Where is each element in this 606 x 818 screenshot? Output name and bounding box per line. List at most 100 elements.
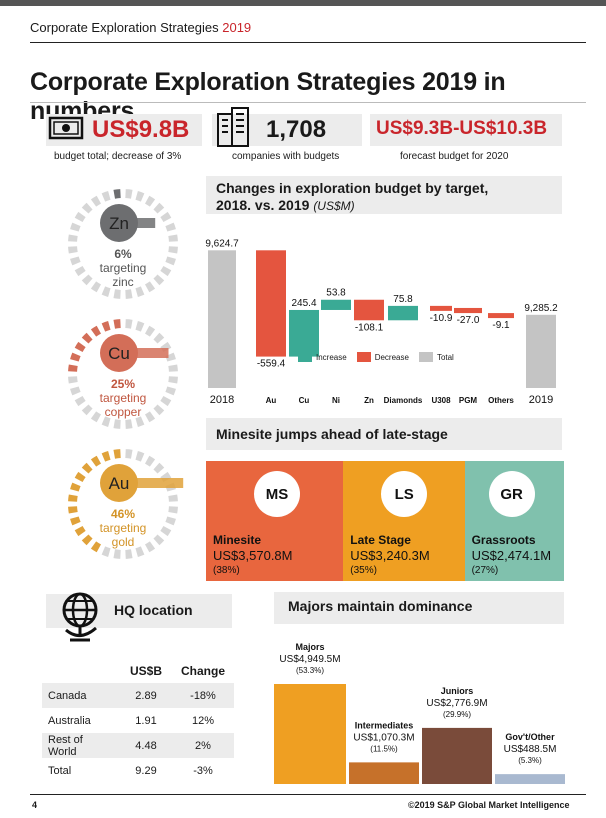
header-title: Corporate Exploration Strategies: [30, 20, 219, 35]
hq-col2-header: Change: [180, 663, 225, 678]
majors-title: Majors maintain dominance: [288, 598, 473, 614]
donut-segment: [165, 256, 176, 266]
element-symbol: Cu: [108, 344, 130, 363]
waterfall-chart: 9,624.7 2018 -559.4 Au 245.4 Cu 53.8 Ni -108.1 Zn…: [204, 222, 566, 410]
waterfall-value-label: -559.4: [257, 359, 286, 370]
donut-segment: [168, 364, 178, 372]
stage-panel-late-stage: LS Late Stage US$3,240.3M (35%): [343, 461, 465, 581]
element-symbol: Au: [109, 474, 130, 493]
donut-segment: [113, 419, 121, 429]
donut-segment: [101, 451, 111, 462]
majors-amount: US$2,776.9M: [426, 698, 487, 709]
donut-segment: [70, 352, 81, 362]
majors-name: Gov't/Other: [505, 732, 555, 742]
donut-segment: [168, 494, 178, 502]
donut-segment: [68, 364, 78, 372]
majors-amount: US$488.5M: [504, 744, 557, 755]
legend-total-label: Total: [436, 352, 454, 362]
hq-change: -3%: [193, 764, 213, 777]
donut-segment: [125, 289, 133, 299]
waterfall-bar-diamonds: [388, 305, 418, 321]
donut-pct: 25%: [111, 377, 135, 391]
waterfall-category-label: Cu: [299, 396, 310, 405]
hq-value: 1.91: [135, 714, 157, 727]
waterfall-bar-u308: [430, 305, 452, 311]
majors-bar-1: [349, 762, 419, 784]
stage-pct: (35%): [350, 565, 377, 576]
majors-pct: (53.3%): [296, 666, 324, 675]
top-bar: [0, 0, 606, 6]
hq-region: Total: [48, 764, 72, 777]
donut-segment: [113, 449, 121, 459]
donut-segment: [90, 455, 101, 467]
majors-bar-2: [422, 727, 492, 784]
stage-title-bar: Minesite jumps ahead of late-stage: [206, 418, 562, 450]
donut-segment: [145, 325, 156, 337]
majors-pct: (5.3%): [518, 756, 542, 765]
stage-panel-grassroots: GR Grassroots US$2,474.1M (27%): [464, 461, 564, 581]
budget-caption: budget total; decrease of 3%: [54, 151, 182, 162]
hq-value: 9.29: [135, 764, 157, 777]
waterfall-value-label: -108.1: [355, 322, 384, 333]
donut-segment: [74, 471, 86, 482]
donut-segment: [153, 332, 165, 344]
header-rule: [30, 42, 586, 43]
stage-name: Grassroots: [471, 533, 536, 547]
waterfall-value-label: 9,624.7: [205, 238, 239, 249]
donut-segment: [68, 246, 78, 254]
donut-segment: [160, 396, 172, 407]
majors-chart: Majors US$4,949.5M (53.3%) Intermediates US$…: [272, 640, 568, 786]
waterfall-bar-others: [488, 313, 514, 319]
donut-segment: [145, 455, 156, 467]
donut-segment: [135, 546, 145, 557]
hq-region: Rest of World: [42, 733, 120, 758]
globe-icon: [58, 590, 104, 655]
stage-name: Minesite: [213, 533, 262, 547]
donut-segment: [70, 386, 81, 396]
waterfall-value-label: 53.8: [326, 288, 346, 299]
donut-segment: [90, 325, 101, 337]
donut-line1: targeting: [100, 521, 147, 535]
majors-pct: (29.9%): [443, 710, 471, 719]
hq-change: -18%: [172, 683, 234, 708]
donut-segment: [101, 286, 111, 297]
legend-decrease-label: Decrease: [374, 352, 409, 362]
waterfall-category-label: 2018: [210, 394, 234, 406]
donut-segment: [145, 411, 156, 423]
donut-segment: [160, 526, 172, 537]
legend-increase-label: Increase: [316, 352, 347, 362]
donut-segment: [74, 526, 86, 537]
donut-segment: [160, 211, 172, 222]
waterfall-category-label: PGM: [459, 396, 478, 405]
element-circle-icon: [100, 464, 138, 502]
waterfall-svg: 9,624.7 2018 -559.4 Au 245.4 Cu 53.8 Ni -108.1 Zn…: [205, 238, 558, 406]
donut-segment: [135, 416, 145, 427]
donut-segment: [153, 462, 165, 474]
hq-change: 2%: [172, 733, 234, 758]
majors-svg: Majors US$4,949.5M(53.3%) Intermediates US$…: [274, 642, 565, 784]
header-year: 2019: [222, 20, 252, 35]
forecast-stat-box: [370, 114, 562, 146]
donut-bar: [117, 348, 169, 358]
stage-badge-gr: GR: [488, 471, 535, 517]
majors-bar-0: [274, 684, 346, 784]
donut-segment: [81, 202, 93, 214]
stage-amount: US$2,474.1M: [471, 548, 552, 563]
donut-segment: [125, 189, 133, 199]
donut-segment: [90, 195, 101, 207]
donut-segment: [145, 281, 156, 293]
waterfall-value-label: -27.0: [457, 315, 480, 326]
hq-col1-header: US$B: [129, 663, 162, 678]
waterfall-bar-pgm: [454, 307, 482, 314]
footer-rule: [30, 794, 586, 795]
donut-segment: [125, 319, 133, 329]
donut-segment: [168, 234, 178, 242]
table-row: Total 9.29 -3%: [42, 758, 234, 783]
waterfall-category-label: 2019: [529, 394, 553, 406]
donut-segment: [81, 462, 93, 474]
donut-segment: [135, 321, 145, 332]
element-circle-icon: [100, 334, 138, 372]
donut-segment: [74, 266, 86, 277]
companies-value: 1,708: [266, 116, 327, 143]
donut-segment: [168, 506, 178, 514]
